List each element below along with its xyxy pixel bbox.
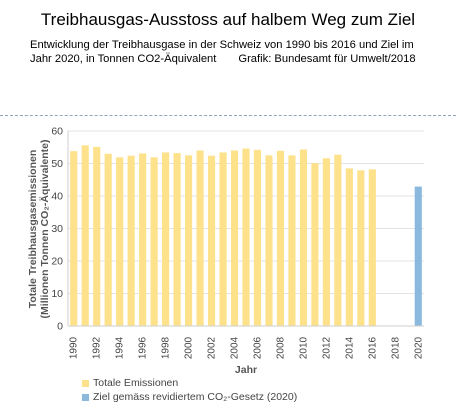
bar-total-2004	[230, 150, 239, 326]
bar-target-2020	[414, 186, 422, 326]
x-tick-label-2016: 2016	[367, 336, 378, 359]
bar-total-2006	[253, 149, 262, 326]
bar-total-2000	[185, 155, 193, 326]
subtitle-row-2: Jahr 2020, in Tonnen CO2-Äquivalent Graf…	[30, 52, 450, 66]
y-tick-label-10: 10	[51, 288, 63, 300]
legend-label-target: Ziel gemäss revidiertem CO₂-Gesetz (2020…	[93, 391, 298, 403]
x-tick-label-1998: 1998	[161, 336, 172, 359]
x-tick-label-1990: 1990	[69, 336, 80, 359]
bar-total-2014	[345, 168, 353, 326]
bar-total-2003	[219, 152, 227, 326]
bar-total-2005	[242, 148, 250, 326]
x-tick-label-2010: 2010	[298, 336, 309, 359]
y-axis-label-line-1: Totale Treibhausgasemissionen	[27, 150, 39, 309]
bars	[70, 145, 422, 326]
bar-total-1996	[139, 153, 147, 326]
x-tick-label-2018: 2018	[390, 336, 401, 359]
bar-total-2011	[311, 163, 319, 326]
bar-total-1997	[150, 157, 158, 326]
axes	[67, 131, 424, 327]
bar-total-1990	[70, 151, 78, 326]
bar-total-2009	[288, 155, 296, 326]
legend-item-target: Ziel gemäss revidiertem CO₂-Gesetz (2020…	[82, 390, 297, 404]
legend: Totale Emissionen Ziel gemäss revidierte…	[82, 376, 297, 404]
x-tick-label-2012: 2012	[321, 336, 332, 359]
chart-subtitle: Entwicklung der Treibhausgase in der Sch…	[30, 38, 450, 66]
bar-total-1999	[173, 153, 181, 326]
x-tick-label-2000: 2000	[184, 336, 195, 359]
x-tick-label-2014: 2014	[344, 336, 355, 359]
legend-swatch-target	[82, 393, 89, 401]
x-tick-label-2004: 2004	[230, 336, 241, 359]
bar-total-2001	[196, 150, 204, 326]
x-tick-label-1996: 1996	[138, 336, 149, 359]
y-tick-label-30: 30	[51, 223, 63, 235]
bar-total-2008	[276, 150, 285, 326]
legend-item-total: Totale Emissionen	[82, 376, 297, 390]
bar-total-2007	[265, 155, 273, 326]
y-tick-label-40: 40	[51, 191, 63, 203]
bar-total-2016	[368, 169, 376, 326]
y-tick-label-20: 20	[51, 256, 63, 268]
bar-total-2002	[207, 155, 216, 326]
x-tick-labels: 1990 1992 1994 1996 1998 2000 2002 2004 2006 2008…	[69, 336, 425, 359]
bar-total-1995	[127, 155, 135, 326]
x-tick-label-2008: 2008	[275, 336, 286, 359]
x-tick-label-1992: 1992	[92, 336, 103, 359]
legend-swatch-total	[82, 379, 89, 387]
y-tick-label-0: 0	[57, 321, 63, 333]
x-axis-label: Jahr	[235, 364, 257, 376]
subtitle-line-2: Jahr 2020, in Tonnen CO2-Äquivalent	[30, 53, 217, 65]
x-tick-label-2002: 2002	[207, 336, 218, 359]
bar-total-1993	[104, 153, 112, 326]
y-tick-label-50: 50	[51, 158, 63, 170]
bar-total-2013	[334, 154, 342, 326]
x-tick-label-2006: 2006	[252, 336, 263, 359]
source-credit: Grafik: Bundesamt für Umwelt/2018	[238, 53, 416, 65]
subtitle-line-1: Entwicklung der Treibhausgase in der Sch…	[30, 39, 414, 51]
bar-total-1998	[162, 152, 170, 326]
bar-total-2015	[357, 170, 365, 326]
y-axis-label: Totale Treibhausgasemissionen(Millionen …	[27, 140, 51, 319]
chart-title: Treibhausgas-Ausstoss auf halbem Weg zum…	[40, 10, 416, 29]
y-tick-label-60: 60	[51, 126, 63, 138]
dashed-divider	[0, 115, 456, 116]
bar-total-2012	[322, 158, 330, 326]
y-axis-label-line-2: (Millionen Tonnen CO₂-Äquivalente)	[38, 140, 51, 319]
x-tick-label-1994: 1994	[115, 336, 126, 359]
bar-total-1994	[116, 157, 124, 326]
bar-total-1992	[93, 146, 101, 326]
x-tick-label-2020: 2020	[413, 336, 424, 359]
bar-total-2010	[299, 149, 307, 326]
bar-total-1991	[81, 145, 89, 326]
legend-label-total: Totale Emissionen	[93, 377, 179, 389]
y-tick-labels: 0 10 20 30 40 50 60	[51, 126, 63, 333]
